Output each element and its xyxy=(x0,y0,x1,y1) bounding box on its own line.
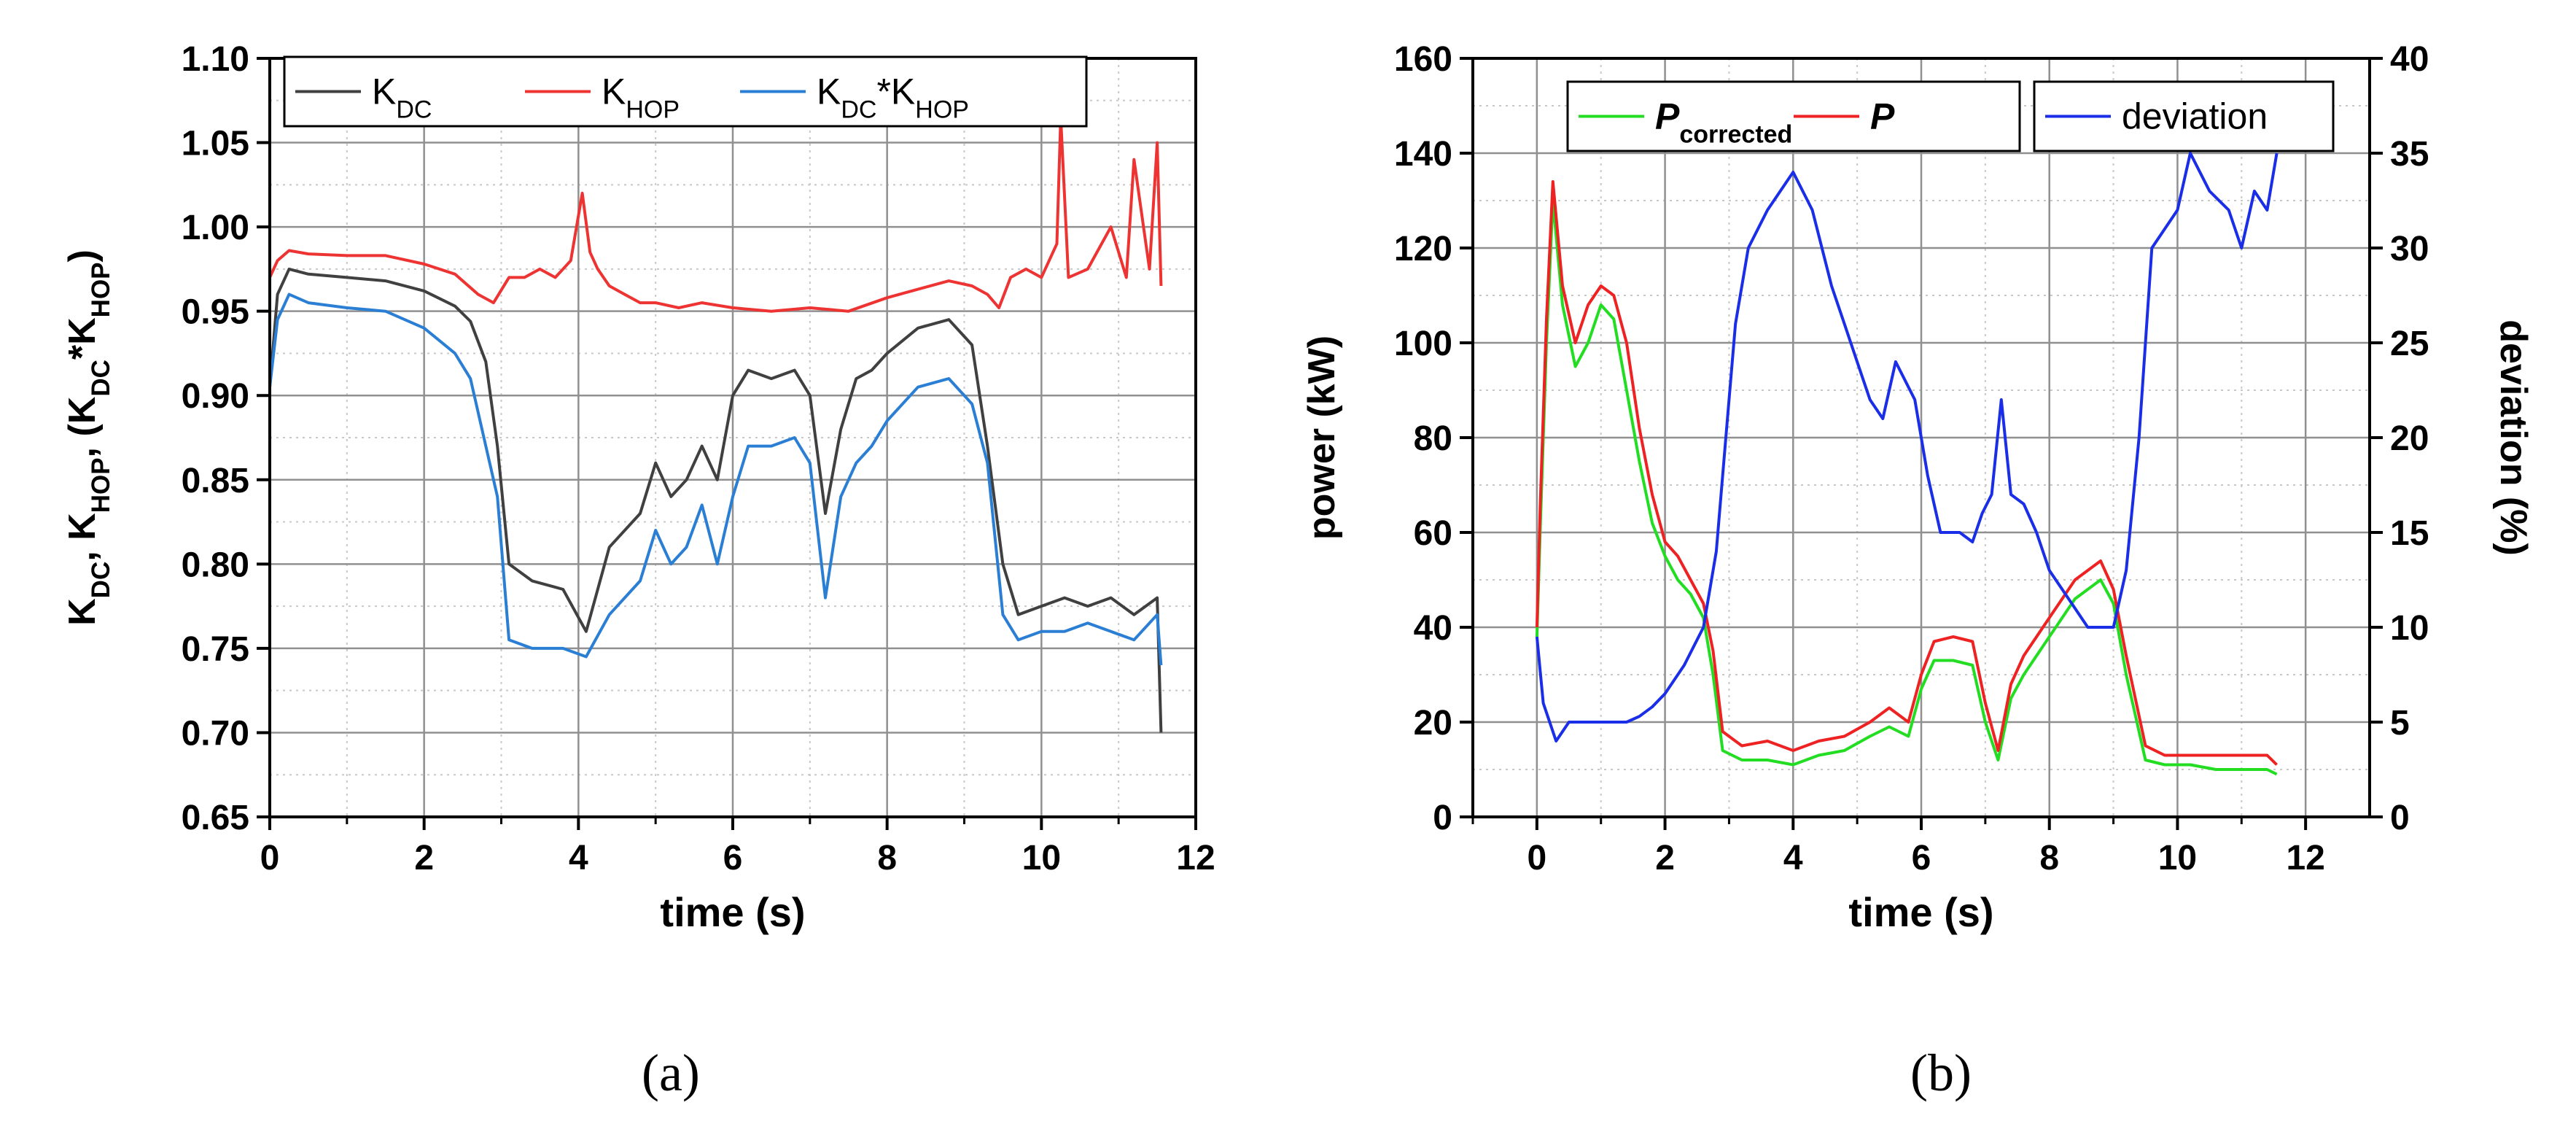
b-y-tick-label: 160 xyxy=(1394,44,1452,79)
b-x-tick-label: 10 xyxy=(2158,839,2197,877)
a-series-line-2 xyxy=(268,292,1163,666)
b-y2-tick-label: 40 xyxy=(2390,44,2429,79)
a-x-tick-label: 10 xyxy=(1022,839,1061,877)
b-legend-label-2: deviation xyxy=(2122,96,2268,137)
b-series-line-0 xyxy=(1535,199,2278,776)
a-y-tick-label: 0.70 xyxy=(182,714,249,753)
a-legend-0: KDC KHOP KDC*KHOP xyxy=(283,55,1088,128)
a-y-tick-label: 0.75 xyxy=(182,630,249,669)
b-y2-tick-label: 25 xyxy=(2390,325,2429,363)
b-y2-axis-label: deviation (%) xyxy=(2492,319,2534,556)
a-x-tick-label: 2 xyxy=(414,839,434,877)
a-x-tick-label: 0 xyxy=(260,839,280,877)
b-y2-tick-label: 0 xyxy=(2390,799,2410,837)
b-y2-tick-label: 30 xyxy=(2390,230,2429,268)
a-x-tick-label: 12 xyxy=(1176,839,1215,877)
a-x-tick-label: 6 xyxy=(723,839,743,877)
b-x-tick-label: 4 xyxy=(1783,839,1803,877)
a-y-tick-label: 0.95 xyxy=(182,293,249,332)
a-legend-label-2: KDC*KHOP xyxy=(817,71,969,124)
b-y-tick-label: 40 xyxy=(1414,609,1452,648)
a-legend-box xyxy=(283,55,1088,128)
b-legend-1: deviation xyxy=(2033,80,2335,152)
a-y-tick-label: 1.00 xyxy=(182,209,249,247)
b-x-axis-label: time (s) xyxy=(1848,889,1993,935)
b-x-tick-label: 6 xyxy=(1912,839,1931,877)
chart-panel-a: 0 2 4 6 8 10 12 0.65 0.70 0.75 0.80 0.85 0.90 0.95 1.0… xyxy=(61,44,1215,935)
a-legend-label-1: KHOP xyxy=(602,71,680,124)
b-y-axis-label: power (kW) xyxy=(1305,336,1343,540)
b-y-tick-label: 20 xyxy=(1414,704,1452,743)
b-y-tick-label: 120 xyxy=(1394,230,1452,268)
a-y-tick-label: 1.10 xyxy=(182,44,249,79)
a-legend-label-0: KDC xyxy=(372,71,432,124)
b-legend-0: Pcorrected P xyxy=(1566,80,2021,152)
b-series-line-1 xyxy=(1535,180,2279,766)
b-x-tick-label: 2 xyxy=(1655,839,1675,877)
a-y-tick-label: 0.85 xyxy=(182,462,249,500)
b-y2-tick-label: 35 xyxy=(2390,135,2429,174)
b-x-tick-label: 8 xyxy=(2039,839,2059,877)
a-x-tick-label: 4 xyxy=(569,839,588,877)
b-legend-label-1: P xyxy=(1870,96,1895,137)
b-legend-label-0: Pcorrected xyxy=(1655,96,1792,149)
caption-a: (a) xyxy=(642,1044,700,1102)
a-y-tick-label: 0.80 xyxy=(182,546,249,584)
b-y2-tick-label: 20 xyxy=(2390,419,2429,458)
a-y-tick-label: 1.05 xyxy=(182,125,249,163)
a-series-line-1 xyxy=(268,115,1163,313)
b-y2-tick-label: 10 xyxy=(2390,609,2429,648)
a-y-tick-label: 0.65 xyxy=(182,799,249,837)
b-y-tick-label: 100 xyxy=(1394,325,1452,363)
b-x-ticks xyxy=(1460,57,2383,830)
b-y-tick-label: 0 xyxy=(1433,799,1452,837)
caption-b: (b) xyxy=(1910,1044,1972,1102)
b-y-tick-label: 80 xyxy=(1414,419,1452,458)
a-series-line-0 xyxy=(268,267,1163,733)
a-y-axis-label: KDC, KHOP, (KDC*KHOP) xyxy=(61,249,115,626)
b-x-tick-label: 0 xyxy=(1528,839,1547,877)
b-y-tick-label: 60 xyxy=(1414,514,1452,553)
b-y2-tick-label: 15 xyxy=(2390,514,2429,553)
b-x-tick-label: 12 xyxy=(2286,839,2324,877)
b-y2-tick-label: 5 xyxy=(2390,704,2410,743)
a-x-ticks xyxy=(257,57,1197,830)
b-series-line-2 xyxy=(1535,152,2279,743)
a-y-tick-label: 0.90 xyxy=(182,377,249,416)
b-y-tick-label: 140 xyxy=(1394,135,1452,174)
a-minor-grid xyxy=(270,58,1196,817)
a-x-axis-label: time (s) xyxy=(660,889,805,935)
chart-panel-b: 0 2 4 6 8 10 120204060801001201401600510152025… xyxy=(1305,44,2534,935)
a-x-tick-label: 8 xyxy=(877,839,897,877)
